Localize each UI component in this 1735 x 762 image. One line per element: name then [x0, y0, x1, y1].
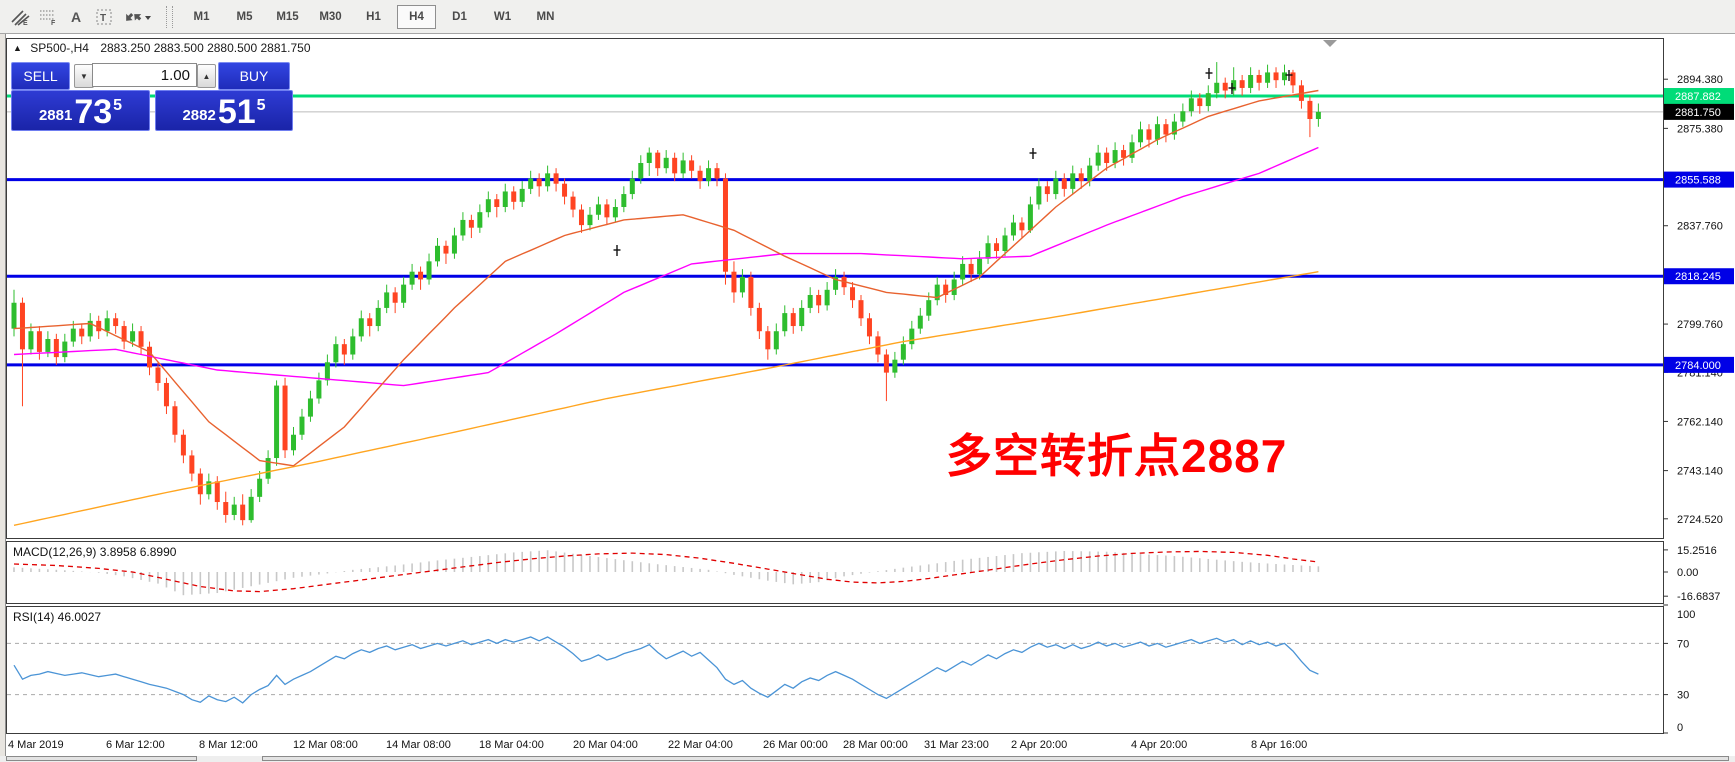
chart-canvas[interactable]: 2894.3802875.3802837.7602799.7602781.140… — [6, 36, 1735, 756]
timeframe-button-MN[interactable]: MN — [536, 10, 555, 23]
price-badge-label: 2784.000 — [1675, 360, 1721, 372]
toolbar-separator — [166, 5, 173, 28]
timeframe-button-M1[interactable]: M1 — [193, 10, 210, 23]
price-badge-label: 2887.882 — [1675, 91, 1721, 103]
ma-fast-line — [13, 89, 1319, 467]
price-axis-label: 2724.520 — [1677, 514, 1723, 526]
volume-decrease-button[interactable]: ▼ — [74, 64, 94, 88]
macd-axis-label: -16.6837 — [1677, 591, 1720, 603]
buy-price-prefix: 2882 — [182, 107, 216, 124]
timeframe-button-H1[interactable]: H1 — [366, 10, 381, 23]
timeframe-button-D1[interactable]: D1 — [452, 10, 467, 23]
volume-input[interactable] — [92, 63, 197, 87]
ma-slow-line — [13, 271, 1319, 526]
price-axis-label: 2875.380 — [1677, 123, 1723, 135]
price-badge — [1664, 88, 1734, 105]
ohlc-values: 2883.250 2883.500 2880.500 2881.750 — [100, 41, 311, 55]
sell-price-big: 73 — [74, 93, 113, 131]
date-label: 26 Mar 00:00 — [763, 739, 828, 751]
volume-increase-button[interactable]: ▲ — [197, 64, 216, 88]
sell-price-prefix: 2881 — [38, 107, 73, 124]
svg-text:T: T — [100, 13, 106, 24]
date-label: 14 Mar 08:00 — [386, 739, 451, 751]
date-label: 28 Mar 00:00 — [843, 739, 908, 751]
symbol-label: SP500-,H4 — [30, 41, 89, 55]
rsi-label: RSI(14) 46.0027 — [13, 610, 102, 624]
ma-medium-line — [13, 146, 1319, 387]
date-label: 12 Mar 08:00 — [293, 739, 358, 751]
buy-price-big: 51 — [217, 93, 256, 131]
date-label: 20 Mar 04:00 — [573, 739, 638, 751]
fibonacci-tool-icon[interactable]: F — [34, 4, 62, 30]
window-left-edge — [0, 34, 6, 762]
rsi-panel[interactable] — [6, 606, 1664, 734]
date-label: 8 Apr 16:00 — [1251, 739, 1308, 751]
date-label: 4 Apr 20:00 — [1131, 739, 1188, 751]
text-box-tool-icon[interactable]: T — [90, 4, 118, 30]
price-badge — [1664, 356, 1734, 373]
buy-button[interactable]: BUY — [218, 62, 290, 90]
date-label: 4 Mar 2019 — [8, 739, 64, 751]
timeframe-button-M5[interactable]: M5 — [236, 10, 253, 23]
price-badge-label: 2818.245 — [1675, 271, 1721, 283]
timeframe-button-M15[interactable]: M15 — [276, 10, 299, 23]
macd-signal-line — [13, 550, 1319, 593]
date-label: 6 Mar 12:00 — [106, 739, 165, 751]
collapse-triangle-icon[interactable]: ▲ — [13, 43, 22, 53]
text-label-tool-icon[interactable]: A — [70, 8, 82, 25]
timeframe-bar: M1 M5 M15 M30 H1 H4 D1 W1 MN — [180, 4, 567, 29]
rsi-axis-label: 0 — [1677, 722, 1683, 734]
price-axis-label: 2894.380 — [1677, 74, 1723, 86]
price-badge-label: 2881.750 — [1675, 107, 1721, 119]
chevron-down-icon: ▼ — [80, 71, 88, 81]
rsi-axis-label: 30 — [1677, 690, 1689, 702]
horizontal-scrollbar[interactable] — [0, 756, 1735, 762]
svg-text:E: E — [23, 20, 28, 26]
price-axis-label: 2837.760 — [1677, 221, 1723, 233]
rsi-axis-label: 100 — [1677, 609, 1695, 621]
timeframe-button-W1[interactable]: W1 — [493, 10, 512, 23]
timeframe-button-M30[interactable]: M30 — [319, 10, 342, 23]
price-badge — [1664, 268, 1734, 285]
rsi-axis-label: 70 — [1677, 638, 1689, 650]
sell-button[interactable]: SELL — [11, 62, 70, 90]
sell-price-box[interactable]: 2881 73 5 — [11, 90, 150, 131]
price-badge — [1664, 171, 1734, 188]
scrollbar-segment[interactable] — [6, 756, 197, 761]
macd-axis-label: 15.2516 — [1677, 545, 1717, 557]
rsi-line — [13, 636, 1319, 704]
price-badge — [1664, 103, 1734, 120]
sell-price-sup: 5 — [113, 97, 123, 114]
price-badge-label: 2855.588 — [1675, 175, 1721, 187]
chart-shift-marker-icon[interactable] — [1323, 40, 1337, 47]
chart-header: ▲ SP500-,H4 2883.250 2883.500 2880.500 2… — [13, 41, 311, 55]
macd-axis-label: 0.00 — [1677, 567, 1698, 579]
timeframe-button-H4[interactable]: H4 — [397, 4, 436, 29]
scrollbar-thumb[interactable] — [262, 756, 1729, 761]
buy-price-box[interactable]: 2882 51 5 — [155, 90, 293, 131]
price-axis-label: 2799.760 — [1677, 319, 1723, 331]
arrows-tool-icon[interactable] — [118, 4, 156, 30]
buy-price-sup: 5 — [256, 97, 266, 114]
date-label: 8 Mar 12:00 — [199, 739, 258, 751]
price-axis-label: 2743.140 — [1677, 466, 1723, 478]
price-axis-label: 2762.140 — [1677, 416, 1723, 428]
date-label: 22 Mar 04:00 — [668, 739, 733, 751]
candles — [11, 62, 1321, 526]
date-label: 2 Apr 20:00 — [1011, 739, 1068, 751]
date-label: 31 Mar 23:00 — [924, 739, 989, 751]
equidistant-channel-tool-icon[interactable]: E — [6, 4, 34, 30]
macd-label: MACD(12,26,9) 3.8958 6.8990 — [13, 545, 177, 559]
chart-text-annotation: 多空转折点2887 — [946, 430, 1288, 482]
chevron-up-icon: ▲ — [202, 71, 211, 81]
svg-text:F: F — [51, 20, 56, 26]
date-label: 18 Mar 04:00 — [479, 739, 544, 751]
toolbar: E F A T M1 M5 M15 M30 H1 H4 D1 W1 MN — [0, 0, 1735, 34]
